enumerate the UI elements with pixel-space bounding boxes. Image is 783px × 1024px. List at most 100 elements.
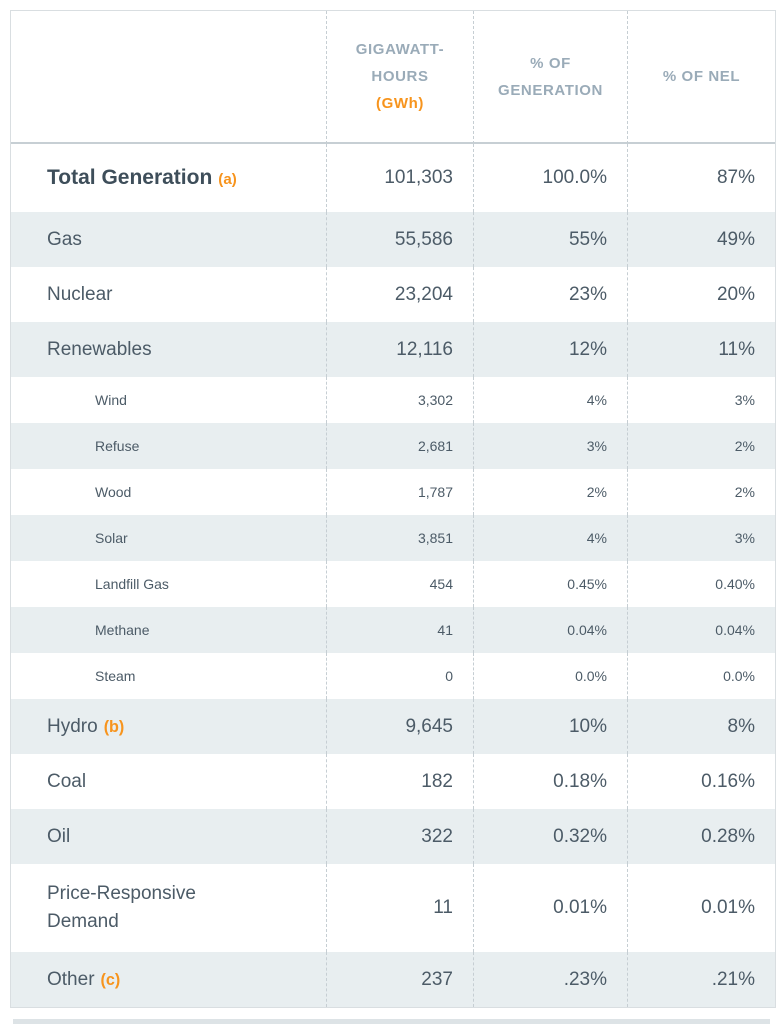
row-label: Wind xyxy=(95,391,127,408)
pct-generation-value: 12% xyxy=(474,322,628,377)
row-label: Gas xyxy=(47,228,82,250)
pct-nel-value: 2% xyxy=(628,469,775,515)
gwh-value: 41 xyxy=(327,607,474,653)
footnote-marker: (b) xyxy=(103,717,125,736)
row-label: Total Generation xyxy=(47,165,213,189)
table-row: Renewables 12,116 12% 11% xyxy=(11,322,775,377)
table-row: Landfill Gas 454 0.45% 0.40% xyxy=(11,561,775,607)
gwh-value: 23,204 xyxy=(327,267,474,322)
pct-generation-value: 2% xyxy=(474,469,628,515)
pct-nel-value: 20% xyxy=(628,267,775,322)
row-label-cell: Landfill Gas xyxy=(11,561,327,607)
pct-generation-value: 0.01% xyxy=(474,864,628,952)
row-label-cell: Nuclear xyxy=(11,267,327,322)
table-row: Other (c) 237.23% .21% xyxy=(11,952,775,1007)
row-label-cell: Other (c) xyxy=(11,952,327,1007)
pct-nel-value: 49% xyxy=(628,212,775,267)
row-label-cell: Renewables xyxy=(11,322,327,377)
col-header-gwh: GIGAWATT-HOURS (GWh) xyxy=(327,11,474,144)
row-label: Methane xyxy=(95,621,150,638)
gwh-value: 2,681 xyxy=(327,423,474,469)
table-body: Total Generation (a) 101,303 100.0% 87% Gas 55… xyxy=(11,144,775,1007)
gwh-header-unit: (GWh) xyxy=(376,95,424,112)
table-row: Gas 55,586 55% 49% xyxy=(11,212,775,267)
pct-nel-value: 0.0% xyxy=(628,653,775,699)
gwh-value: 101,303 xyxy=(327,144,474,212)
row-label-cell: Refuse xyxy=(11,423,327,469)
table-row: Methane 41 0.04% 0.04% xyxy=(11,607,775,653)
row-label-cell: Gas xyxy=(11,212,327,267)
row-label: Coal xyxy=(47,770,87,792)
pct-generation-value: 0.18% xyxy=(474,754,628,809)
pct-generation-value: 4% xyxy=(474,377,628,423)
gwh-value: 454 xyxy=(327,561,474,607)
row-label: Renewables xyxy=(47,338,152,360)
row-label-cell: Methane xyxy=(11,607,327,653)
pct-generation-value: 55% xyxy=(474,212,628,267)
gwh-value: 11 xyxy=(327,864,474,952)
gwh-value: 322 xyxy=(327,809,474,864)
row-label-cell: Steam xyxy=(11,653,327,699)
pct-nel-value: 87% xyxy=(628,144,775,212)
row-label: Nuclear xyxy=(47,283,113,305)
pct-generation-value: 23% xyxy=(474,267,628,322)
row-label-cell: Hydro (b) xyxy=(11,699,327,754)
pct-nel-value: 0.40% xyxy=(628,561,775,607)
gwh-value: 55,586 xyxy=(327,212,474,267)
row-label-cell: Price-Responsive Demand xyxy=(11,864,327,952)
row-label-cell: Wood xyxy=(11,469,327,515)
gwh-value: 9,645 xyxy=(327,699,474,754)
gwh-value: 12,116 xyxy=(327,322,474,377)
pct-generation-value: 10% xyxy=(474,699,628,754)
row-label: Landfill Gas xyxy=(95,575,169,592)
row-label: Wood xyxy=(95,483,132,500)
row-label: Hydro xyxy=(47,715,98,737)
pct-nel-value: 0.01% xyxy=(628,864,775,952)
pct-nel-value: 0.16% xyxy=(628,754,775,809)
row-label: Other xyxy=(47,968,95,990)
bottom-strip xyxy=(13,1019,770,1024)
table-row: Steam 0 0.0% 0.0% xyxy=(11,653,775,699)
footnote-marker: (a) xyxy=(218,170,237,188)
row-label-cell: Coal xyxy=(11,754,327,809)
pct-nel-value: 3% xyxy=(628,377,775,423)
pct-nel-value: 8% xyxy=(628,699,775,754)
gwh-value: 182 xyxy=(327,754,474,809)
col-header-pct-generation: % OF GENERATION xyxy=(474,11,628,144)
pct-generation-value: 3% xyxy=(474,423,628,469)
pct-generation-value: .23% xyxy=(474,952,628,1007)
pct-generation-value: 0.45% xyxy=(474,561,628,607)
row-label: Steam xyxy=(95,667,136,684)
gwh-value: 3,851 xyxy=(327,515,474,561)
pct-nel-value: 0.28% xyxy=(628,809,775,864)
footnote-marker: (c) xyxy=(100,970,121,989)
pct-nel-value: 11% xyxy=(628,322,775,377)
col-header-blank xyxy=(11,11,327,144)
table-row: Nuclear 23,204 23% 20% xyxy=(11,267,775,322)
row-label: Refuse xyxy=(95,437,140,454)
pct-nel-value: 0.04% xyxy=(628,607,775,653)
gwh-header-title: GIGAWATT-HOURS xyxy=(355,41,445,85)
pct-nel-value: 3% xyxy=(628,515,775,561)
row-label: Price-Responsive Demand xyxy=(47,883,196,932)
generation-table: GIGAWATT-HOURS (GWh) % OF GENERATION % O… xyxy=(10,10,776,1008)
pct-generation-value: 100.0% xyxy=(474,144,628,212)
table-row: Solar 3,851 4% 3% xyxy=(11,515,775,561)
header-row: GIGAWATT-HOURS (GWh) % OF GENERATION % O… xyxy=(11,11,775,144)
row-label-cell: Oil xyxy=(11,809,327,864)
col-header-pct-nel: % OF NEL xyxy=(628,11,775,144)
table-row: Price-Responsive Demand 11 0.01% 0.01% xyxy=(11,864,775,952)
pct-nel-value: .21% xyxy=(628,952,775,1007)
row-label-cell: Total Generation (a) xyxy=(11,144,327,212)
pct-generation-value: 0.0% xyxy=(474,653,628,699)
gwh-value: 0 xyxy=(327,653,474,699)
table-row: Wood 1,787 2% 2% xyxy=(11,469,775,515)
pct-nel-value: 2% xyxy=(628,423,775,469)
row-label-cell: Solar xyxy=(11,515,327,561)
row-label-cell: Wind xyxy=(11,377,327,423)
table-row: Coal 182 0.18% 0.16% xyxy=(11,754,775,809)
row-label: Solar xyxy=(95,529,128,546)
pct-generation-value: 0.32% xyxy=(474,809,628,864)
pct-generation-value: 4% xyxy=(474,515,628,561)
